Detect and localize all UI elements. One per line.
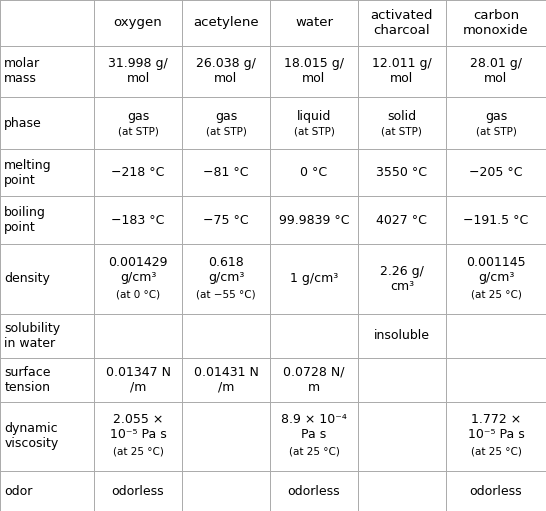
Text: 0.01431 N
/m: 0.01431 N /m bbox=[193, 365, 258, 393]
Text: (at STP): (at STP) bbox=[476, 127, 517, 137]
Text: 26.038 g/
mol: 26.038 g/ mol bbox=[196, 57, 256, 85]
Text: −183 °C: −183 °C bbox=[111, 214, 165, 227]
Text: 2.055 ×
10⁻⁵ Pa s: 2.055 × 10⁻⁵ Pa s bbox=[110, 413, 167, 442]
Text: phase: phase bbox=[4, 117, 42, 130]
Text: (at 0 °C): (at 0 °C) bbox=[116, 289, 160, 299]
Text: (at 25 °C): (at 25 °C) bbox=[112, 447, 163, 457]
Text: 8.9 × 10⁻⁴
Pa s: 8.9 × 10⁻⁴ Pa s bbox=[281, 413, 347, 442]
Text: (at STP): (at STP) bbox=[117, 127, 158, 137]
Text: (at −55 °C): (at −55 °C) bbox=[196, 289, 256, 299]
Text: (at 25 °C): (at 25 °C) bbox=[288, 447, 340, 457]
Text: 99.9839 °C: 99.9839 °C bbox=[278, 214, 349, 227]
Text: odorless: odorless bbox=[288, 485, 340, 498]
Text: 0.001145
g/cm³: 0.001145 g/cm³ bbox=[466, 256, 526, 284]
Text: water: water bbox=[295, 16, 333, 29]
Text: −75 °C: −75 °C bbox=[203, 214, 249, 227]
Text: 31.998 g/
mol: 31.998 g/ mol bbox=[108, 57, 168, 85]
Text: −81 °C: −81 °C bbox=[203, 166, 249, 179]
Text: −191.5 °C: −191.5 °C bbox=[464, 214, 529, 227]
Text: odorless: odorless bbox=[112, 485, 164, 498]
Text: 1.772 ×
10⁻⁵ Pa s: 1.772 × 10⁻⁵ Pa s bbox=[467, 413, 524, 442]
Text: melting
point: melting point bbox=[4, 159, 52, 187]
Text: density: density bbox=[4, 272, 50, 286]
Text: 12.011 g/
mol: 12.011 g/ mol bbox=[372, 57, 432, 85]
Text: boiling
point: boiling point bbox=[4, 206, 46, 234]
Text: gas: gas bbox=[485, 110, 507, 123]
Text: liquid: liquid bbox=[297, 110, 331, 123]
Text: 3550 °C: 3550 °C bbox=[376, 166, 428, 179]
Text: odorless: odorless bbox=[470, 485, 523, 498]
Text: surface
tension: surface tension bbox=[4, 365, 51, 393]
Text: odor: odor bbox=[4, 485, 33, 498]
Text: −205 °C: −205 °C bbox=[469, 166, 523, 179]
Text: gas: gas bbox=[127, 110, 149, 123]
Text: (at STP): (at STP) bbox=[382, 127, 423, 137]
Text: 0.0728 N/
m: 0.0728 N/ m bbox=[283, 365, 345, 393]
Text: 1 g/cm³: 1 g/cm³ bbox=[290, 272, 338, 286]
Text: 0 °C: 0 °C bbox=[300, 166, 328, 179]
Text: activated
charcoal: activated charcoal bbox=[371, 9, 433, 37]
Text: (at 25 °C): (at 25 °C) bbox=[471, 447, 521, 457]
Text: −218 °C: −218 °C bbox=[111, 166, 165, 179]
Text: 0.618
g/cm³: 0.618 g/cm³ bbox=[208, 256, 244, 284]
Text: dynamic
viscosity: dynamic viscosity bbox=[4, 423, 58, 451]
Text: 28.01 g/
mol: 28.01 g/ mol bbox=[470, 57, 522, 85]
Text: 0.01347 N
/m: 0.01347 N /m bbox=[105, 365, 170, 393]
Text: solid: solid bbox=[387, 110, 417, 123]
Text: acetylene: acetylene bbox=[193, 16, 259, 29]
Text: oxygen: oxygen bbox=[114, 16, 162, 29]
Text: (at STP): (at STP) bbox=[294, 127, 334, 137]
Text: 18.015 g/
mol: 18.015 g/ mol bbox=[284, 57, 344, 85]
Text: insoluble: insoluble bbox=[374, 329, 430, 342]
Text: 4027 °C: 4027 °C bbox=[377, 214, 428, 227]
Text: solubility
in water: solubility in water bbox=[4, 322, 61, 350]
Text: gas: gas bbox=[215, 110, 237, 123]
Text: 0.001429
g/cm³: 0.001429 g/cm³ bbox=[108, 256, 168, 284]
Text: carbon
monoxide: carbon monoxide bbox=[463, 9, 529, 37]
Text: (at STP): (at STP) bbox=[205, 127, 246, 137]
Text: molar
mass: molar mass bbox=[4, 57, 40, 85]
Text: 2.26 g/
cm³: 2.26 g/ cm³ bbox=[380, 265, 424, 293]
Text: (at 25 °C): (at 25 °C) bbox=[471, 289, 521, 299]
